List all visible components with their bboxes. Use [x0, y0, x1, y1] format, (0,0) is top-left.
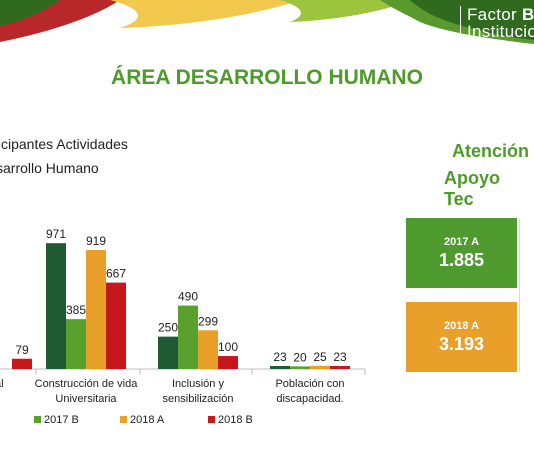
category-label: Población con	[275, 378, 344, 390]
side-heading-line-1: Atención	[452, 141, 530, 161]
data-label-2017B-1: 385	[66, 303, 86, 317]
category-label: ional	[0, 378, 4, 390]
stat-value: 1.885	[438, 250, 485, 270]
banner-yellow-swoosh	[110, 0, 300, 28]
data-label-2018B-3: 23	[333, 350, 347, 364]
banner-darkgreen-right	[410, 0, 534, 40]
page-title: ÁREA DESARROLLO HUMANO	[111, 66, 423, 89]
bar-2018B-1	[106, 282, 126, 369]
side-heading-line-2: Apoyo Tec	[444, 168, 500, 209]
bar-2018B-3	[330, 366, 350, 369]
stat-card-2017a: 2017 A 1.885	[406, 218, 517, 288]
bar-2017A-1	[46, 243, 66, 369]
header-banner	[0, 0, 534, 62]
banner-brand-line1: Factor Bie	[467, 5, 534, 25]
data-label-2018A-3: 25	[313, 350, 327, 364]
legend-swatch-2017B	[34, 416, 41, 423]
category-label: Universitaria	[55, 393, 117, 405]
banner-lime-swoosh	[280, 0, 410, 22]
data-label-2017A-1: 971	[46, 227, 66, 241]
legend-label-2018B: 2018 B	[218, 414, 253, 426]
bar-2018B-2	[218, 356, 238, 369]
banner-brand-prefix: Factor	[467, 5, 523, 24]
data-label-2018B-1: 667	[106, 267, 126, 281]
legend-label-2017B: 2017 B	[44, 414, 79, 426]
bar-2018A-3	[310, 365, 330, 369]
banner-divider	[460, 6, 461, 40]
bar-2018A-2	[198, 330, 218, 369]
category-label: Construcción de vida	[35, 378, 139, 390]
bar-2018B-0	[12, 358, 32, 369]
stat-card-2018a: 2018 A 3.193	[406, 302, 517, 372]
participants-bar-chart: 79 ional 971 385 919 667 Construcción de vida U…	[0, 227, 366, 426]
stat-value: 3.193	[438, 334, 485, 354]
data-label-2017B-3: 20	[293, 350, 307, 364]
bar-2017B-2	[178, 305, 198, 369]
legend-swatch-2018B	[208, 416, 215, 423]
bar-2017A-2	[158, 336, 178, 369]
bar-2017A-3	[270, 366, 290, 369]
bar-2018A-1	[86, 249, 106, 369]
stat-panel-frame	[519, 218, 534, 372]
stat-label: 2018 A	[443, 320, 480, 332]
chart-title-line-2: sarrollo Humano	[0, 160, 99, 176]
category-label: sensibilización	[163, 393, 234, 405]
legend-label-2018A: 2018 A	[130, 414, 165, 426]
data-label-2018B-0: 79	[15, 343, 29, 357]
legend-swatch-2018A	[120, 416, 127, 423]
data-label-2018A-2: 299	[198, 314, 218, 328]
banner-brand-bold: Bie	[522, 5, 534, 24]
data-label-2018B-2: 100	[218, 340, 238, 354]
banner-brand-line2: Institucio	[467, 22, 534, 41]
data-label-2017B-2: 490	[178, 290, 198, 304]
category-label: discapacidad.	[276, 393, 343, 405]
chart-title-line-1: ticipantes Actividades	[0, 136, 128, 152]
data-label-2017A-2: 250	[158, 321, 178, 335]
category-label: Inclusión y	[172, 378, 224, 390]
bar-2017B-1	[66, 319, 86, 369]
data-label-2017A-3: 23	[273, 350, 287, 364]
bar-2017B-3	[290, 366, 310, 369]
banner-darkgreen-left	[0, 0, 60, 26]
stat-label: 2017 A	[443, 236, 480, 248]
data-label-2018A-1: 919	[86, 234, 106, 248]
